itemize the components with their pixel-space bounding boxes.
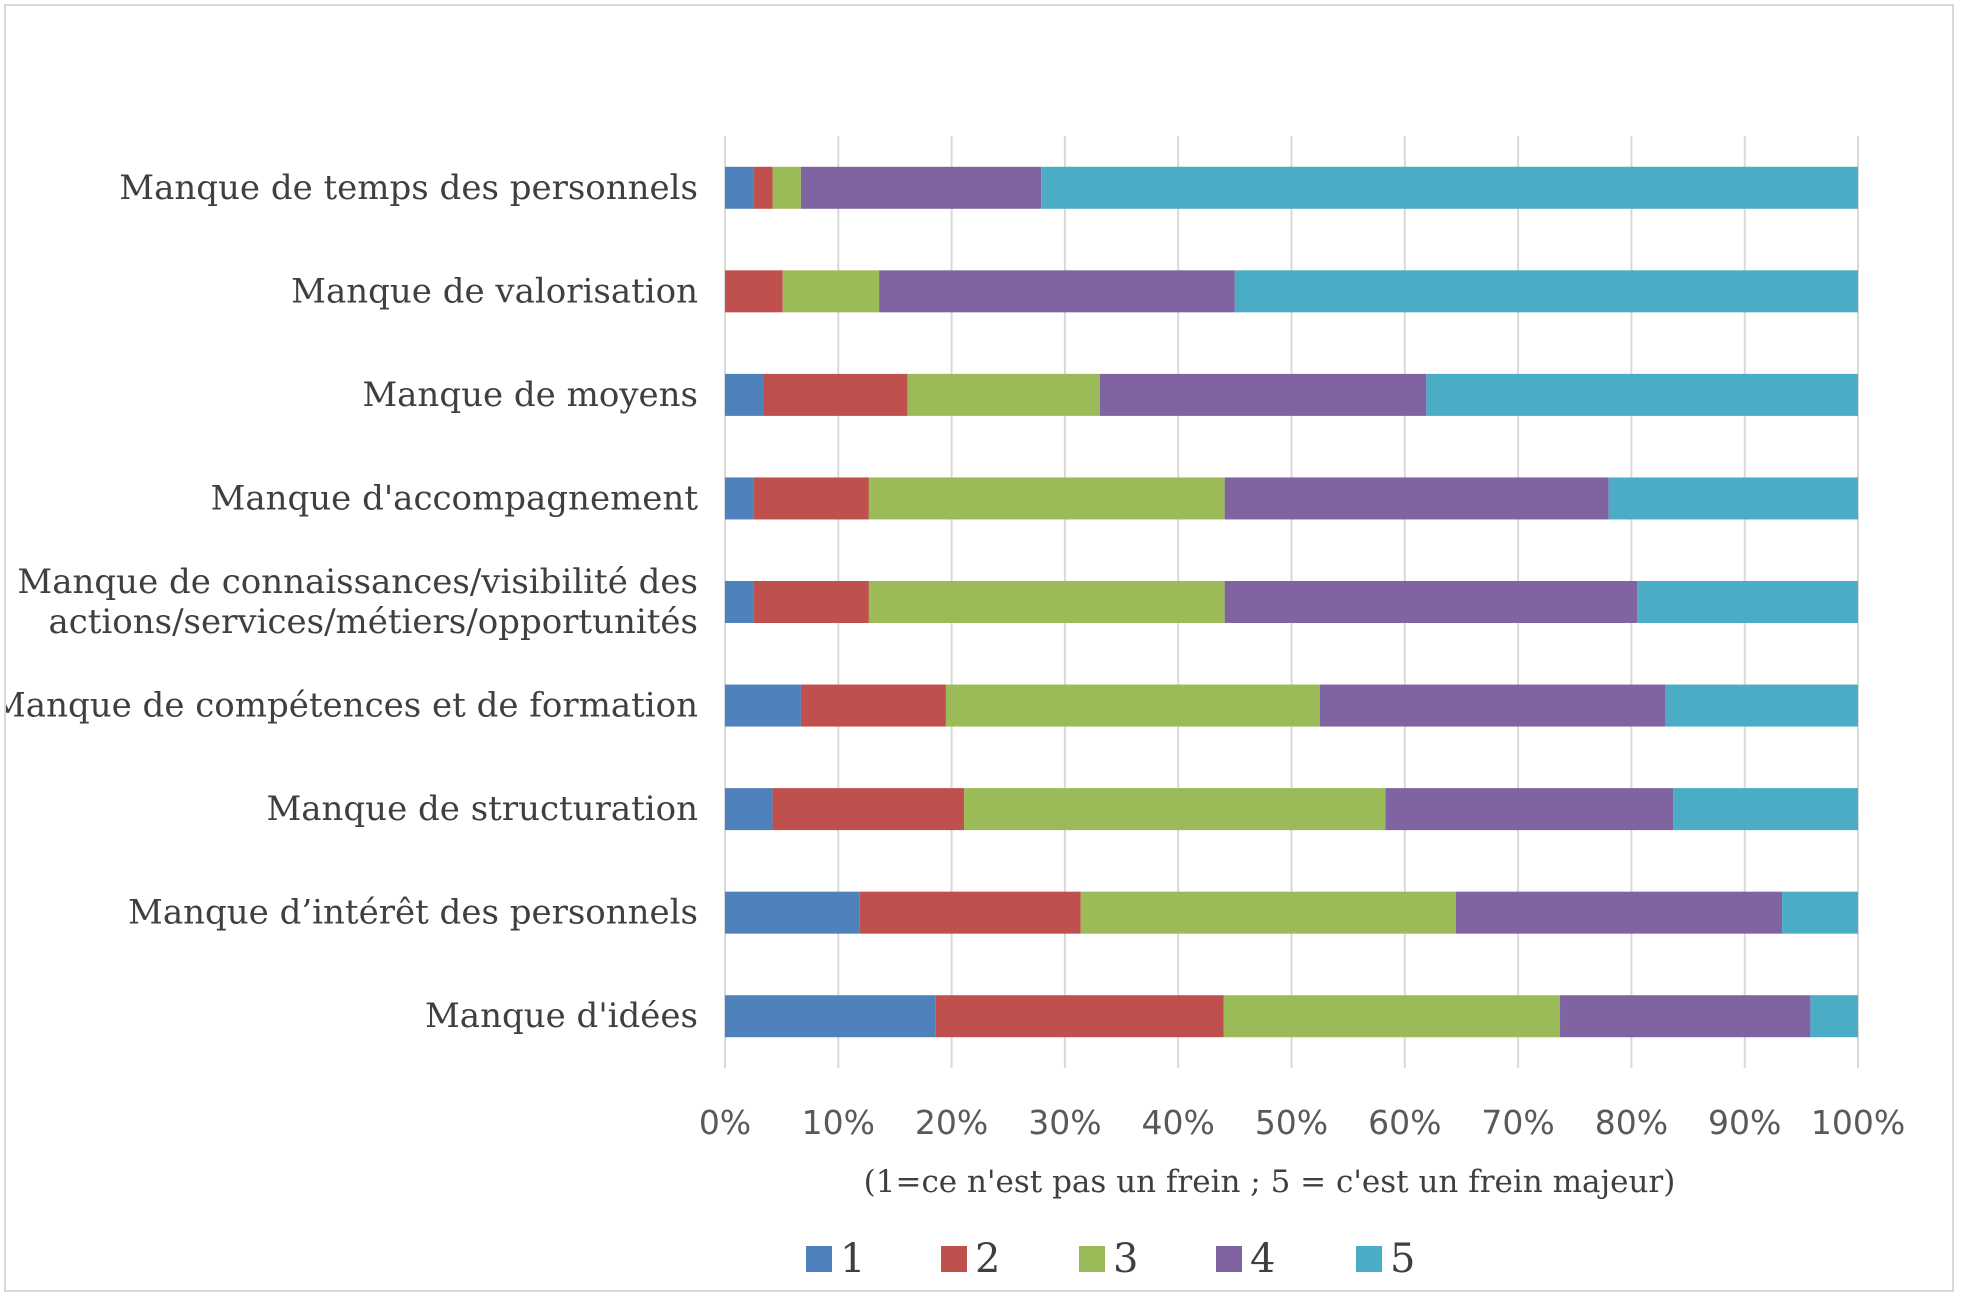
- bar-segment-4: [1224, 581, 1638, 623]
- bar-segment-5: [1637, 581, 1858, 623]
- bar-segment-1: [725, 891, 860, 934]
- category-label: Manque de compétences et de formation: [6, 686, 698, 726]
- bar-segment-4: [1455, 891, 1783, 934]
- bar-segment-2: [753, 166, 773, 209]
- x-tick-label: 20%: [915, 1103, 988, 1142]
- bar-segment-1: [725, 581, 754, 623]
- legend-label-1: 1: [840, 1236, 865, 1282]
- category-label: Manque de connaissances/visibilité des: [17, 562, 698, 602]
- x-tick-label: 90%: [1708, 1103, 1781, 1142]
- bar-segment-4: [1560, 995, 1811, 1038]
- x-tick-label: 0%: [699, 1103, 751, 1142]
- bar-segment-5: [1673, 788, 1858, 831]
- stacked-bar-chart: Manque de temps des personnels Manque de …: [6, 136, 1905, 1282]
- bar-segment-5: [1782, 891, 1858, 934]
- category-label: Manque d'accompagnement: [211, 478, 699, 518]
- bar-segment-1: [725, 995, 936, 1038]
- x-tick-label: 60%: [1368, 1103, 1441, 1142]
- bar-segment-5: [1810, 995, 1858, 1038]
- legend-label-3: 3: [1113, 1236, 1138, 1282]
- x-tick-labels: 0% 10% 20% 30% 40% 50% 60% 70% 80% 90% 100%: [699, 1103, 1905, 1142]
- legend-label-2: 2: [975, 1236, 1000, 1282]
- bar-segment-4: [800, 166, 1042, 209]
- category-label: Manque d’intérêt des personnels: [128, 893, 698, 933]
- bar-segment-2: [763, 373, 908, 416]
- bar-segment-4: [1100, 373, 1427, 416]
- legend-swatch-5: [1356, 1246, 1382, 1272]
- bar-segment-3: [772, 166, 801, 209]
- legend: 1 2 3 4 5: [806, 1236, 1415, 1282]
- bar-segment-5: [1665, 684, 1858, 727]
- bars: [725, 166, 1858, 1038]
- x-tick-label: 30%: [1028, 1103, 1101, 1142]
- legend-swatch-3: [1079, 1246, 1105, 1272]
- bar-segment-3: [945, 684, 1320, 727]
- x-tick-label: 70%: [1481, 1103, 1554, 1142]
- bar-segment-5: [1608, 477, 1858, 520]
- category-label: Manque de temps des personnels: [119, 168, 698, 208]
- legend-label-4: 4: [1250, 1236, 1275, 1282]
- x-tick-label: 10%: [802, 1103, 875, 1142]
- bar-segment-2: [859, 891, 1081, 934]
- bar-segment-2: [772, 788, 965, 831]
- x-axis-title: (1=ce n'est pas un frein ; 5 = c'est un …: [864, 1164, 1676, 1200]
- bar-segment-4: [1224, 477, 1609, 520]
- legend-swatch-1: [806, 1246, 832, 1272]
- category-label: Manque d'idées: [425, 996, 698, 1036]
- x-tick-label: 40%: [1142, 1103, 1215, 1142]
- bar-segment-2: [800, 684, 946, 727]
- bar-segment-5: [1426, 373, 1858, 416]
- legend-label-5: 5: [1390, 1236, 1415, 1282]
- bar-segment-3: [1080, 891, 1456, 934]
- bar-segment-1: [725, 166, 754, 209]
- bar-segment-2: [753, 477, 869, 520]
- bar-segment-1: [725, 477, 754, 520]
- bar-segment-1: [725, 373, 764, 416]
- category-label: Manque de moyens: [362, 375, 698, 415]
- bar-segment-3: [868, 581, 1225, 623]
- legend-swatch-2: [941, 1246, 967, 1272]
- category-labels: Manque de temps des personnels Manque de …: [6, 168, 698, 1036]
- bar-segment-3: [1223, 995, 1561, 1038]
- bar-segment-2: [935, 995, 1224, 1038]
- x-tick-label: 100%: [1811, 1103, 1905, 1142]
- category-label: Manque de structuration: [266, 789, 698, 829]
- bar-segment-2: [725, 270, 783, 313]
- x-tick-label: 80%: [1595, 1103, 1668, 1142]
- category-label: actions/services/métiers/opportunités: [48, 602, 698, 642]
- bar-segment-1: [725, 684, 801, 727]
- bar-segment-3: [868, 477, 1225, 520]
- bar-segment-4: [1385, 788, 1674, 831]
- chart-frame: Manque de temps des personnels Manque de …: [4, 4, 1954, 1292]
- x-tick-label: 50%: [1255, 1103, 1328, 1142]
- bar-segment-5: [1041, 166, 1858, 209]
- bar-segment-5: [1234, 270, 1858, 313]
- bar-segment-1: [725, 788, 773, 831]
- bar-segment-2: [753, 581, 869, 623]
- bar-segment-3: [907, 373, 1101, 416]
- category-label: Manque de valorisation: [291, 271, 698, 311]
- bar-segment-4: [879, 270, 1235, 313]
- bar-segment-3: [964, 788, 1386, 831]
- bar-segment-3: [782, 270, 880, 313]
- bar-segment-4: [1319, 684, 1666, 727]
- legend-swatch-4: [1216, 1246, 1242, 1272]
